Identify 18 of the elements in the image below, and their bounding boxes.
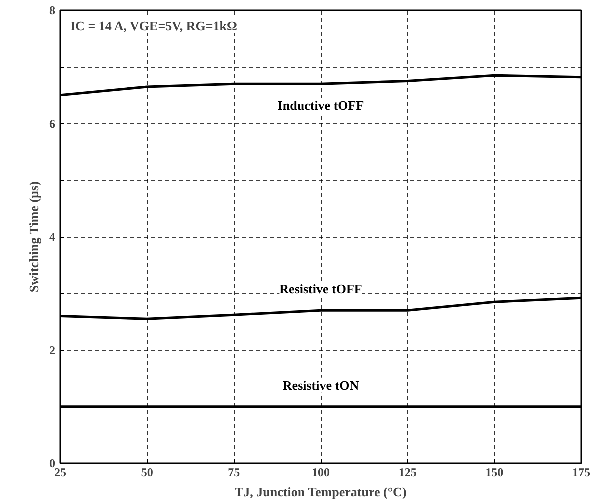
series-label: Inductive tOFF xyxy=(278,98,364,114)
y-tick-label: 6 xyxy=(50,116,56,131)
x-axis-title: TJ, Junction Temperature (°C) xyxy=(234,484,407,500)
x-tick-label: 75 xyxy=(228,466,240,480)
x-tick-label: 125 xyxy=(398,466,417,480)
series-label: Resistive tON xyxy=(282,378,360,393)
x-tick-label: 100 xyxy=(312,466,330,480)
x-tick-label: 25 xyxy=(54,466,66,480)
y-tick-label: 2 xyxy=(50,343,56,358)
series-label: Resistive tOFF xyxy=(280,282,362,297)
x-tick-label: 50 xyxy=(141,466,154,480)
annotation: IC = 14 A, VGE=5V, RG=1kΩ xyxy=(70,18,238,34)
x-tick-label: 175 xyxy=(572,466,590,480)
y-axis-title: Switching Time (µs) xyxy=(26,182,42,293)
y-tick-label: 8 xyxy=(50,4,56,18)
x-tick-label: 150 xyxy=(486,466,504,480)
y-tick-label: 0 xyxy=(50,456,56,470)
y-tick-label: 4 xyxy=(50,230,56,244)
